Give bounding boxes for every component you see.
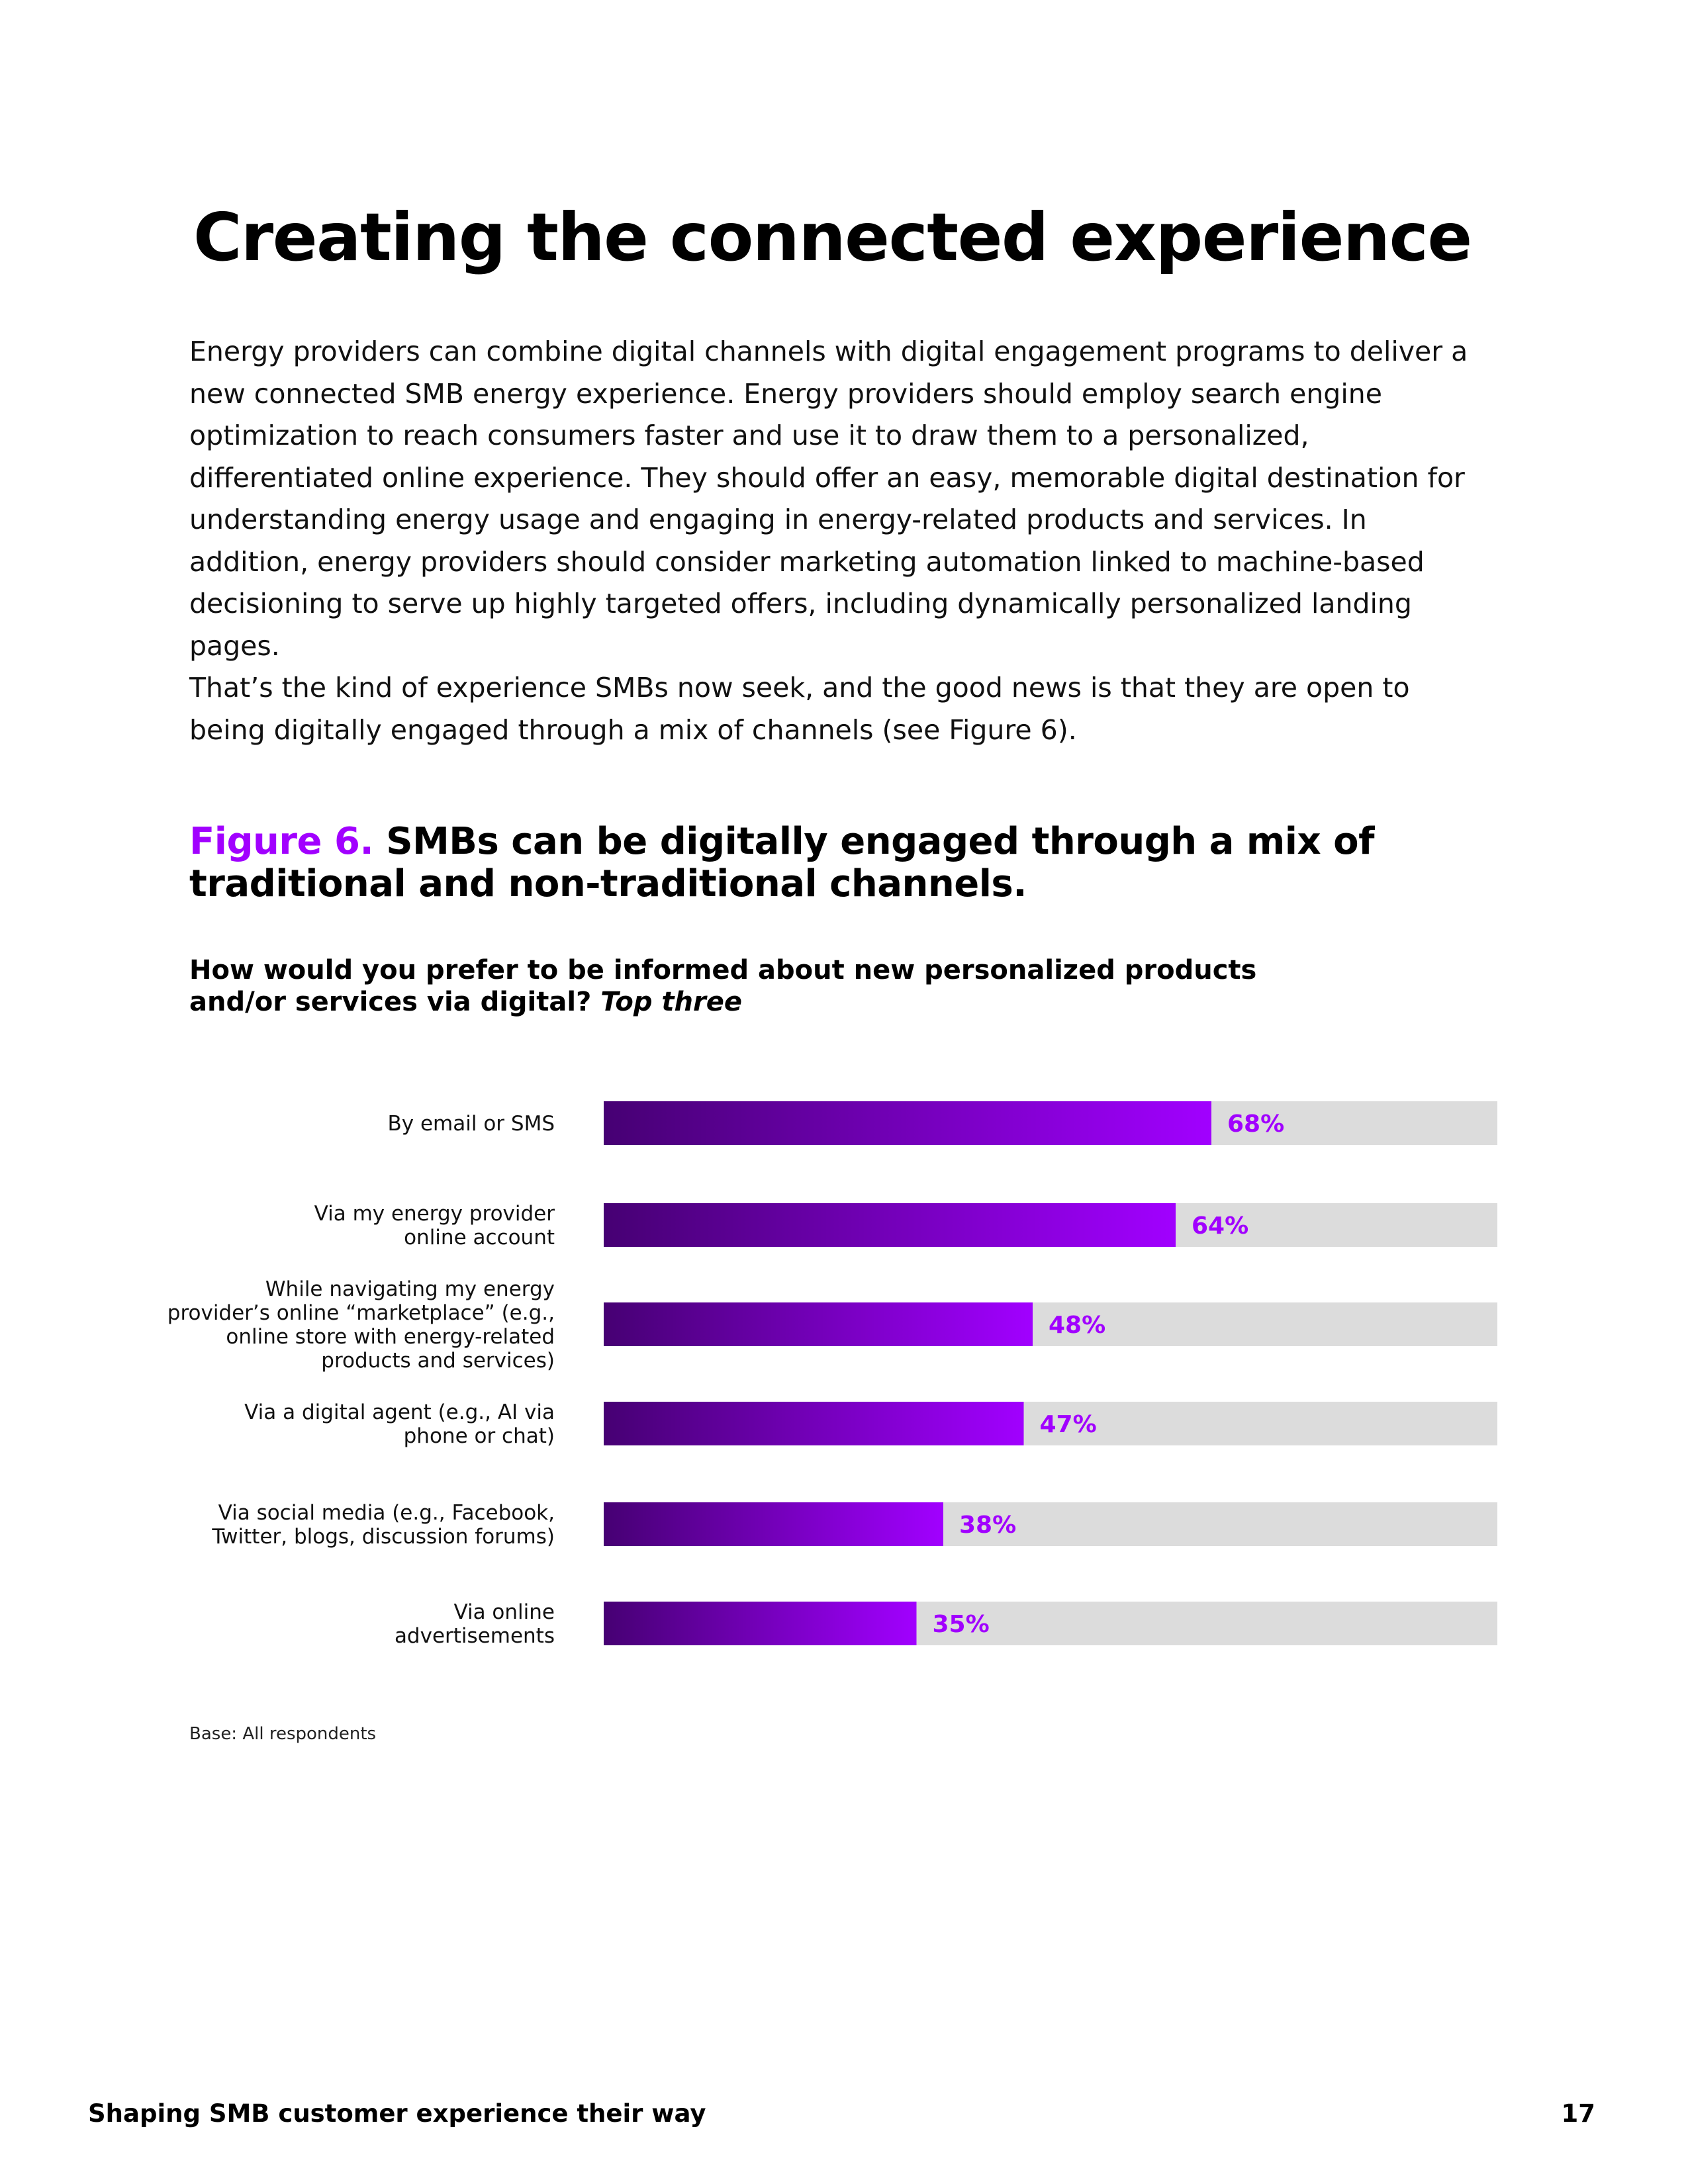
body-paragraph-1: Energy providers can combine digital cha… bbox=[189, 336, 1468, 662]
category-label-line: Via my energy provider bbox=[314, 1202, 555, 1226]
bar-value-label: 47% bbox=[1040, 1411, 1097, 1438]
bar bbox=[604, 1101, 1211, 1145]
category-label: Via social media (e.g., Facebook, Twitter… bbox=[211, 1501, 555, 1549]
category-label-line: online account bbox=[404, 1226, 555, 1250]
category-label-line: online store with energy-related bbox=[226, 1325, 555, 1349]
bar bbox=[604, 1502, 943, 1546]
footer-title: Shaping SMB customer experience their wa… bbox=[88, 2099, 706, 2128]
category-label: While navigating my energy provider’s onl… bbox=[167, 1277, 555, 1373]
bar-value-label: 68% bbox=[1227, 1111, 1284, 1138]
body-paragraph-2: That’s the kind of experience SMBs now s… bbox=[189, 672, 1410, 746]
survey-question: How would you prefer to be informed abou… bbox=[189, 954, 1315, 1018]
page-heading: Creating the connected experience bbox=[193, 199, 1472, 276]
category-label-line: Via social media (e.g., Facebook, bbox=[218, 1501, 555, 1525]
category-label-line: By email or SMS bbox=[388, 1112, 555, 1136]
category-label-line: While navigating my energy bbox=[265, 1277, 555, 1301]
category-label-line: Via a digital agent (e.g., AI via bbox=[244, 1400, 555, 1424]
bar-value-label: 48% bbox=[1049, 1312, 1105, 1339]
category-label-line: advertisements bbox=[395, 1624, 555, 1648]
category-label-line: phone or chat) bbox=[404, 1424, 555, 1448]
category-label: Via online advertisements bbox=[395, 1600, 555, 1648]
category-label: Via my energy provider online account bbox=[314, 1202, 555, 1250]
bar bbox=[604, 1402, 1024, 1445]
page-number: 17 bbox=[1561, 2099, 1596, 2128]
bar-value-label: 35% bbox=[933, 1611, 990, 1638]
figure-label: Figure 6. bbox=[189, 820, 374, 863]
category-label-line: Via online bbox=[453, 1600, 555, 1624]
category-label-line: products and services) bbox=[321, 1349, 555, 1373]
figure-title-text: SMBs can be digitally engaged through a … bbox=[189, 820, 1374, 905]
category-label-line: provider’s online “marketplace” (e.g., bbox=[167, 1301, 555, 1325]
bar bbox=[604, 1302, 1033, 1346]
figure-title: Figure 6. SMBs can be digitally engaged … bbox=[189, 821, 1513, 905]
bar bbox=[604, 1602, 917, 1645]
category-label-line: Twitter, blogs, discussion forums) bbox=[211, 1525, 555, 1549]
base-note: Base: All respondents bbox=[189, 1724, 377, 1744]
bar bbox=[604, 1203, 1176, 1247]
chart-marks: 68% By email or SMS 64% Via my energy provi… bbox=[167, 1101, 1497, 1648]
bar-value-label: 64% bbox=[1192, 1212, 1248, 1240]
bar-value-label: 38% bbox=[959, 1512, 1016, 1539]
survey-question-suffix: Top three bbox=[600, 987, 742, 1017]
survey-question-text: How would you prefer to be informed abou… bbox=[189, 955, 1257, 1017]
category-label: Via a digital agent (e.g., AI via phone o… bbox=[244, 1400, 555, 1448]
category-label: By email or SMS bbox=[388, 1112, 555, 1136]
